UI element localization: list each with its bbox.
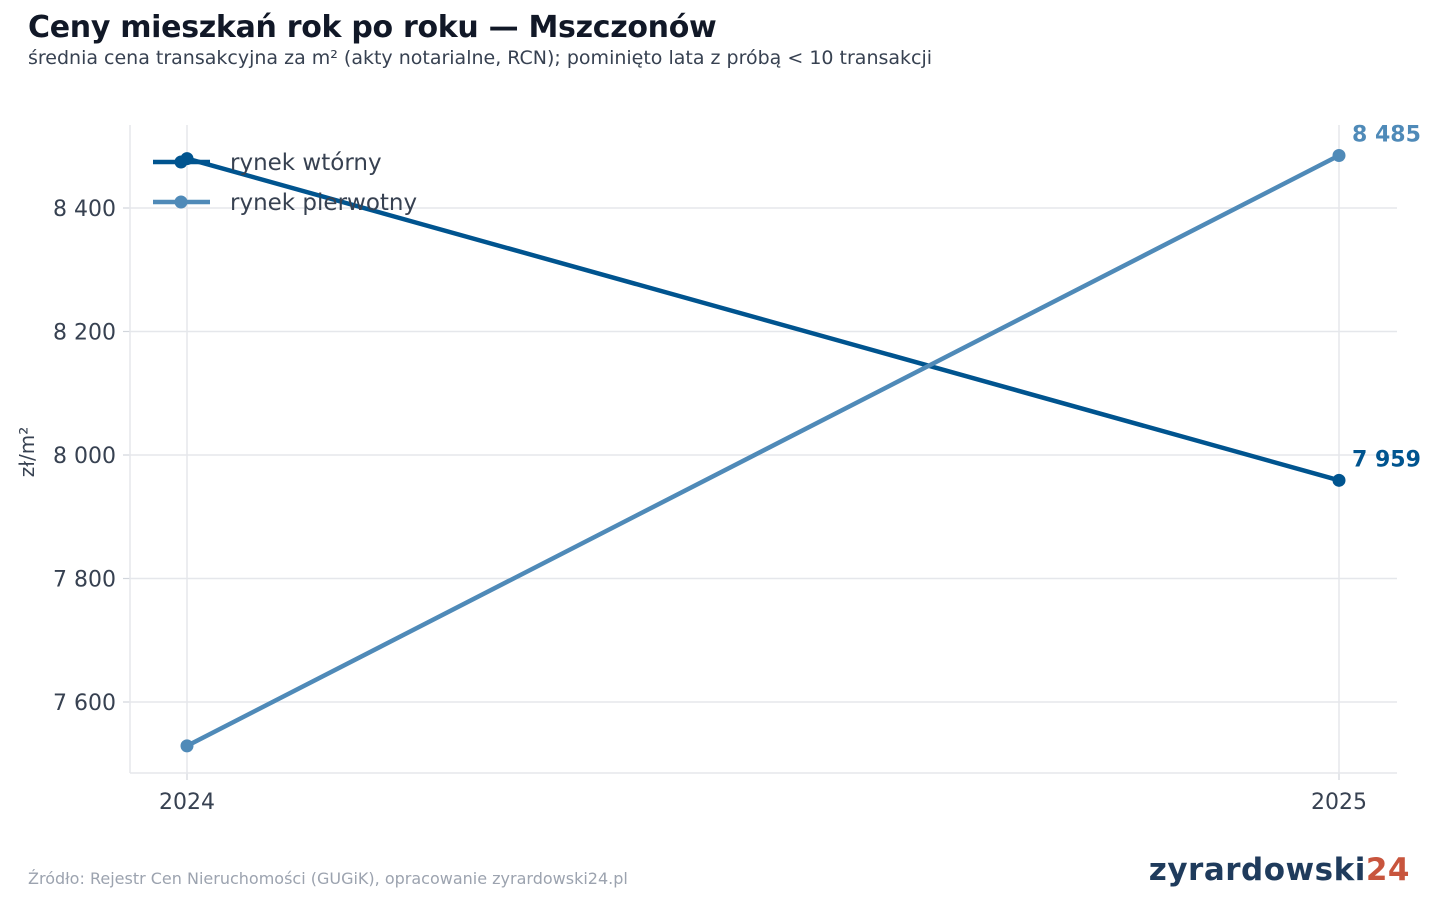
data-point (180, 739, 194, 753)
x-tick-label: 2024 (159, 790, 215, 815)
legend: rynek wtórny rynek pierwotny (153, 150, 417, 216)
legend-label: rynek wtórny (230, 150, 382, 176)
brand-logo-text: zyrardowski (1148, 852, 1366, 888)
data-point (1332, 149, 1346, 163)
brand-logo-number: 24 (1365, 852, 1410, 888)
end-value-label: 8 485 (1352, 123, 1421, 148)
y-tick-label: 8 200 (53, 321, 116, 346)
grid-lines (130, 125, 1397, 773)
series-lines (184, 153, 1342, 749)
brand-logo: zyrardowski24 (1149, 852, 1410, 888)
axes (123, 125, 1397, 780)
x-tick-label: 2025 (1311, 790, 1367, 815)
legend-swatch-marker (174, 195, 188, 209)
tick-labels: 7 600 7 800 8 000 8 200 8 400 2024 2025 (53, 197, 1367, 815)
legend-swatch-marker (174, 155, 188, 169)
y-axis-label: zł/m² (15, 427, 39, 477)
chart-title: Ceny mieszkań rok po roku — Mszczonów (28, 10, 717, 45)
data-point (1332, 473, 1346, 487)
end-value-label: 7 959 (1352, 447, 1421, 472)
end-labels: 7 959 8 485 (1352, 123, 1421, 473)
y-tick-label: 8 000 (53, 444, 116, 469)
y-tick-label: 8 400 (53, 197, 116, 222)
series-line (184, 156, 1342, 483)
chart-subtitle: średnia cena transakcyjna za m² (akty no… (28, 47, 933, 69)
series-line (184, 153, 1342, 749)
y-tick-label: 7 600 (53, 691, 116, 716)
source-note: Źródło: Rejestr Cen Nieruchomości (GUGiK… (28, 869, 628, 888)
y-tick-label: 7 800 (53, 568, 116, 593)
legend-label: rynek pierwotny (230, 190, 417, 216)
